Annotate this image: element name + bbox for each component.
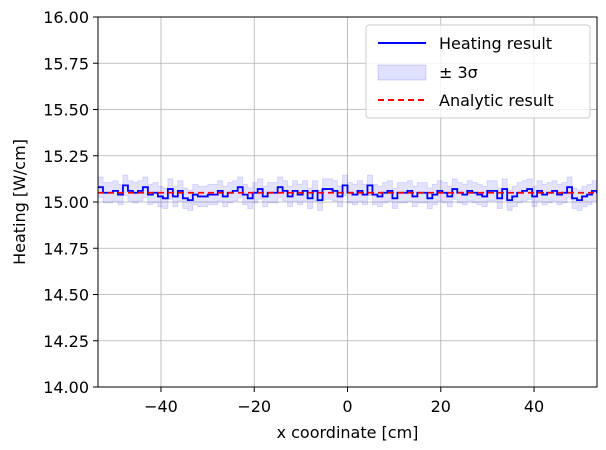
x-tick-label: 40 (524, 397, 544, 416)
axis-ticks: −40 −20 0 20 40 14.00 14.25 14.50 14.75 15.00 15.2… (43, 8, 544, 416)
series-layer (98, 184, 597, 202)
y-tick-label: 14.75 (43, 239, 89, 258)
y-tick-label: 14.00 (43, 378, 89, 397)
y-tick-label: 15.25 (43, 147, 89, 166)
x-tick-label: 20 (431, 397, 451, 416)
y-tick-label: 14.25 (43, 332, 89, 351)
x-tick-label: −40 (144, 397, 178, 416)
y-axis-label: Heating [W/cm] (10, 139, 29, 265)
y-tick-label: 14.50 (43, 286, 89, 305)
sigma-band (98, 174, 597, 211)
legend-analytic-label: Analytic result (439, 91, 554, 110)
legend-band-label: ± 3σ (439, 63, 478, 82)
sigma-band-area (98, 174, 597, 211)
y-tick-label: 15.00 (43, 193, 89, 212)
x-tick-label: −20 (237, 397, 271, 416)
x-tick-label: 0 (342, 397, 352, 416)
y-tick-label: 15.75 (43, 54, 89, 73)
legend-band-swatch (377, 64, 427, 81)
heating-result-line (98, 184, 597, 202)
legend-heating-label: Heating result (439, 34, 552, 53)
legend: Heating result ± 3σ Analytic result (365, 24, 591, 119)
legend-box (365, 24, 591, 119)
y-tick-label: 15.50 (43, 101, 89, 120)
x-axis-label: x coordinate [cm] (277, 423, 419, 442)
y-tick-label: 16.00 (43, 8, 89, 27)
